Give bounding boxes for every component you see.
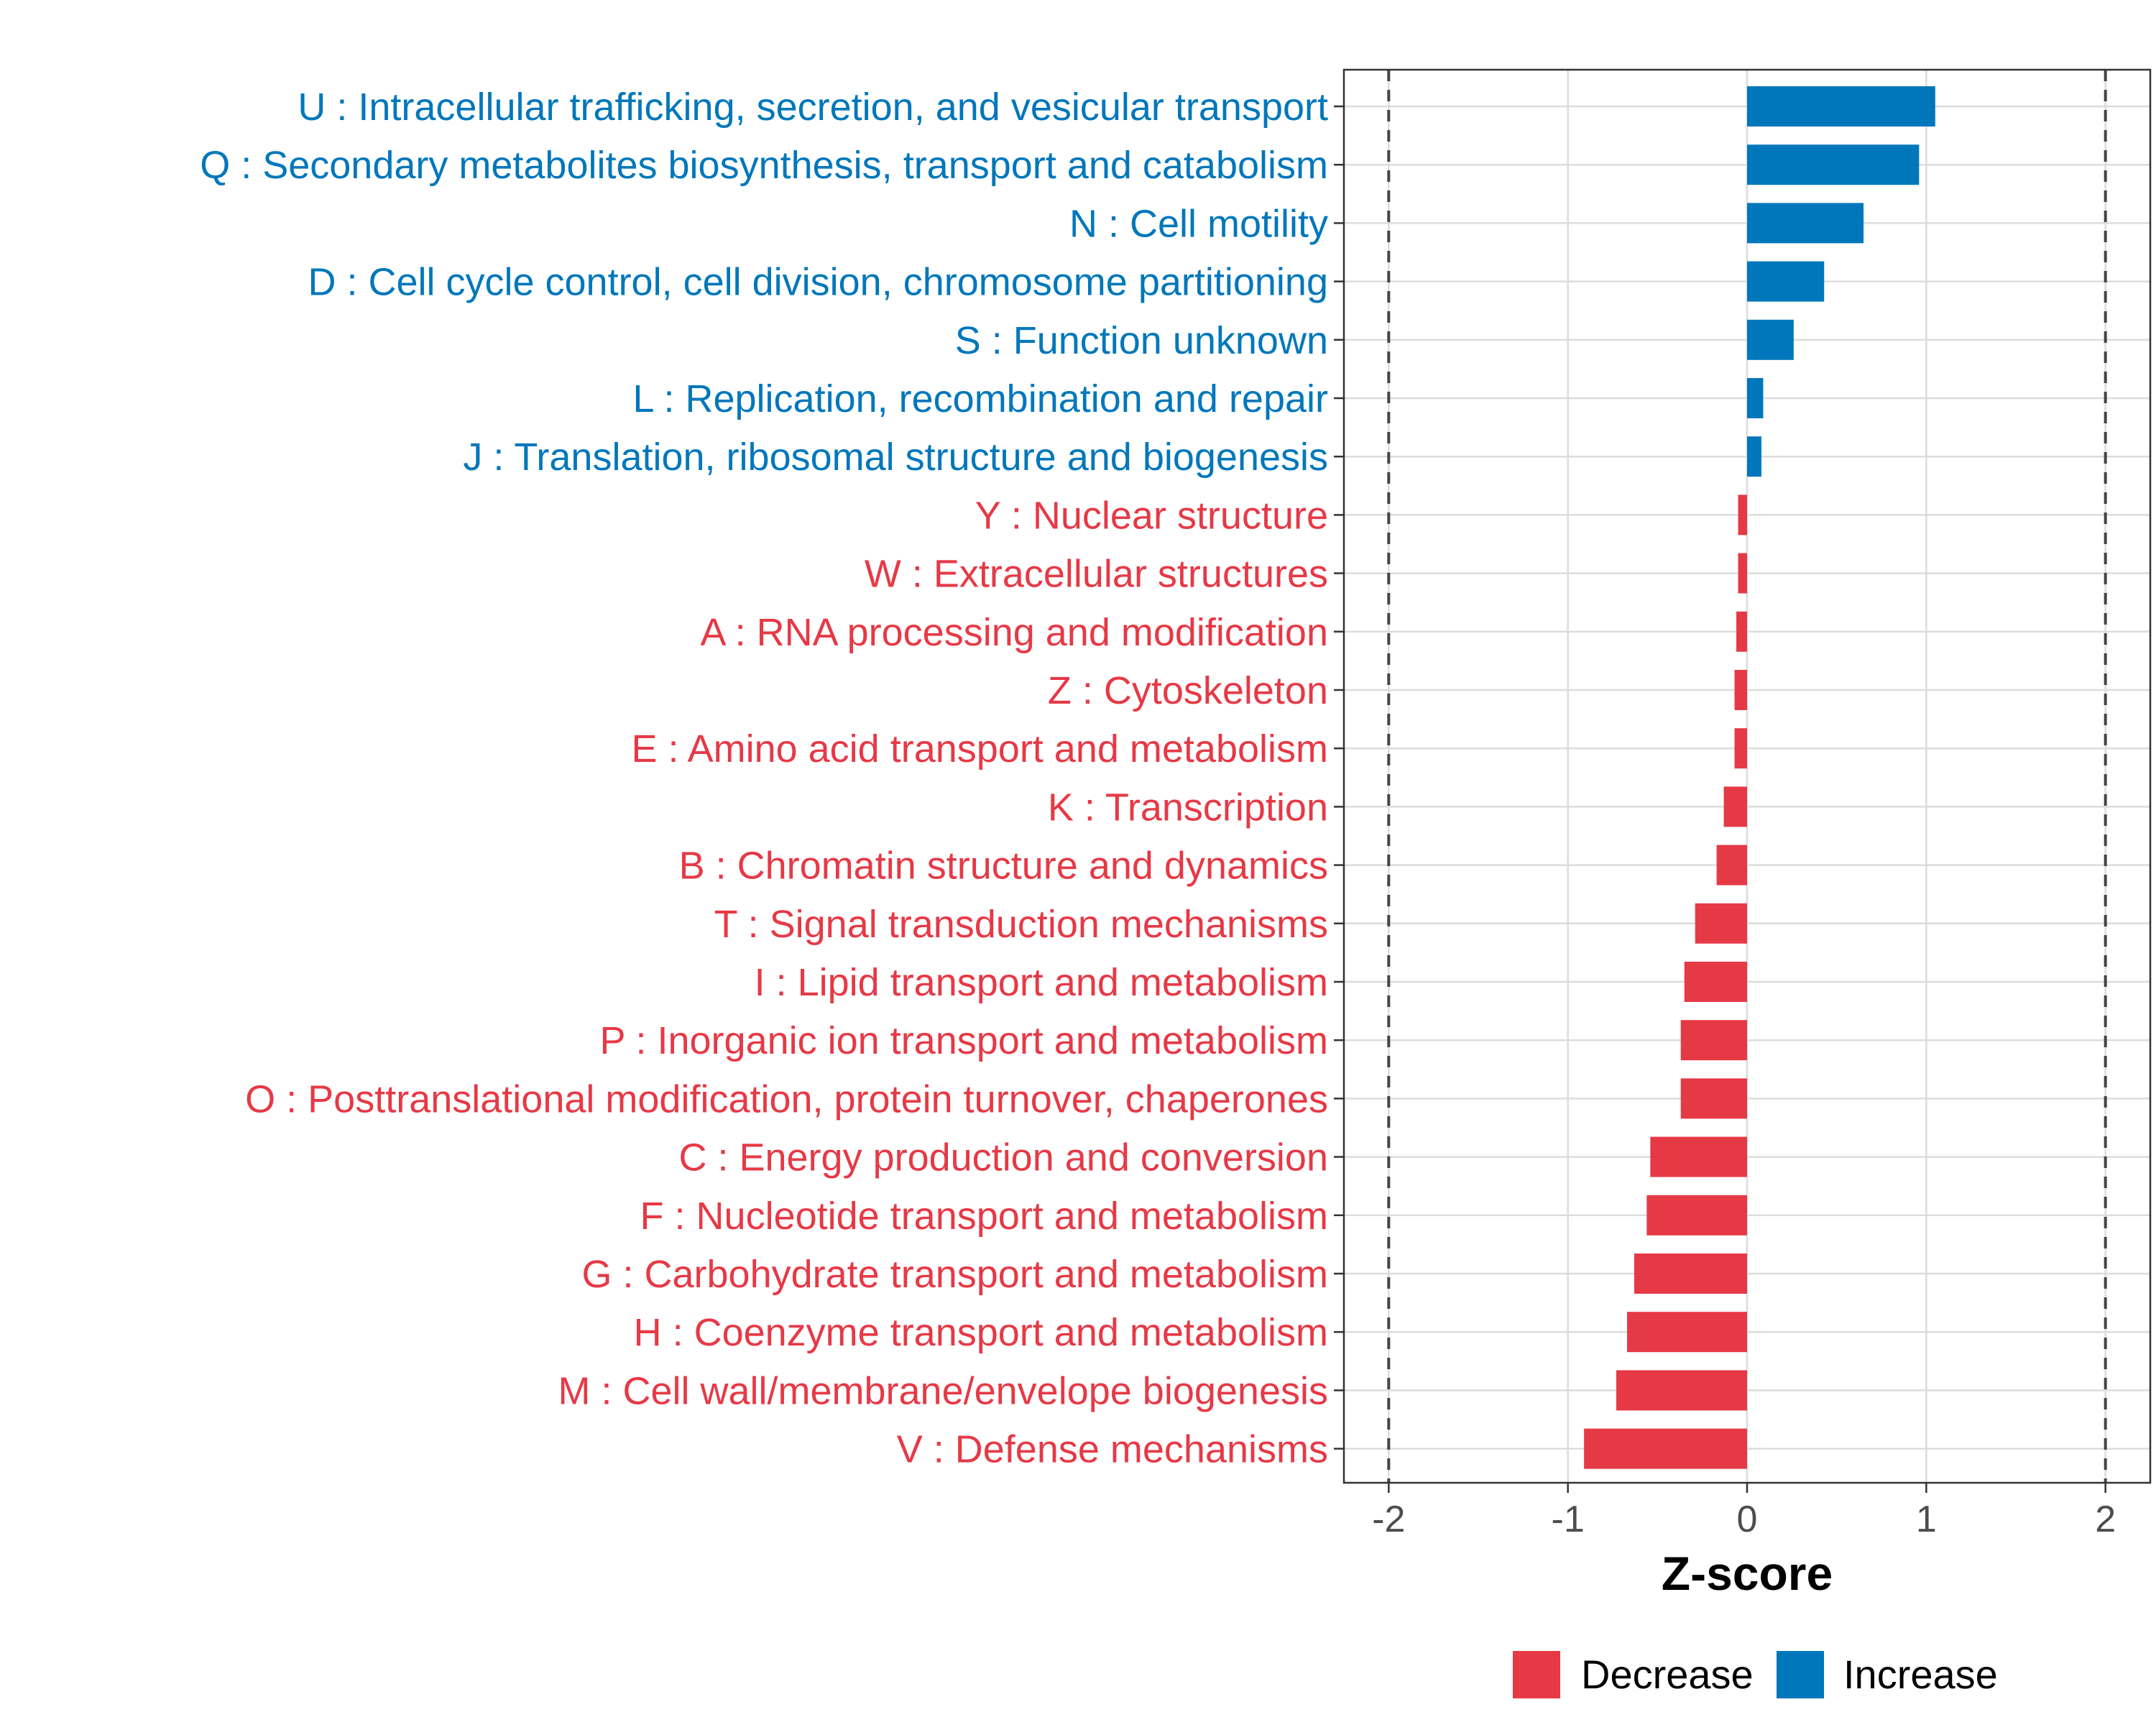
bar bbox=[1680, 1078, 1747, 1119]
bar bbox=[1680, 1020, 1747, 1061]
bar bbox=[1736, 611, 1747, 652]
bar bbox=[1684, 962, 1747, 1002]
x-tick-label: 2 bbox=[2095, 1499, 2116, 1540]
x-tick-label: 1 bbox=[1916, 1499, 1937, 1540]
x-tick-label: -1 bbox=[1552, 1499, 1585, 1540]
bar bbox=[1616, 1370, 1747, 1411]
category-label: H : Coenzyme transport and metabolism bbox=[634, 1311, 1328, 1354]
bar bbox=[1734, 728, 1747, 769]
bar bbox=[1747, 261, 1825, 302]
category-label: D : Cell cycle control, cell division, c… bbox=[308, 261, 1328, 304]
category-label: S : Function unknown bbox=[955, 319, 1328, 362]
legend-swatch bbox=[1777, 1651, 1824, 1698]
bar bbox=[1747, 378, 1764, 418]
category-label: I : Lipid transport and metabolism bbox=[755, 961, 1328, 1004]
category-label: M : Cell wall/membrane/envelope biogenes… bbox=[558, 1369, 1328, 1412]
category-label: V : Defense mechanisms bbox=[897, 1428, 1328, 1471]
legend-swatch bbox=[1513, 1651, 1560, 1698]
category-label: B : Chromatin structure and dynamics bbox=[679, 845, 1328, 888]
category-label: A : RNA processing and modification bbox=[701, 611, 1328, 654]
category-label: Z : Cytoskeleton bbox=[1048, 669, 1328, 712]
category-label: N : Cell motility bbox=[1069, 202, 1328, 245]
x-axis-title: Z-score bbox=[1662, 1547, 1833, 1600]
category-label: C : Energy production and conversion bbox=[678, 1136, 1328, 1179]
x-tick-label: -2 bbox=[1372, 1499, 1405, 1540]
category-label: W : Extracellular structures bbox=[865, 553, 1328, 596]
bar bbox=[1747, 144, 1920, 185]
bar bbox=[1626, 1312, 1747, 1353]
category-label: J : Translation, ribosomal structure and… bbox=[463, 436, 1328, 479]
category-label: F : Nucleotide transport and metabolism bbox=[640, 1195, 1328, 1238]
category-label: K : Transcription bbox=[1048, 786, 1328, 829]
bar bbox=[1634, 1254, 1747, 1294]
legend: Decrease Increase bbox=[1513, 1651, 1998, 1698]
bar bbox=[1584, 1428, 1747, 1469]
category-label: O : Posttranslational modification, prot… bbox=[245, 1077, 1328, 1121]
bar bbox=[1747, 319, 1794, 360]
x-tick-layer: -2 -1 0 1 2 bbox=[1372, 1483, 2116, 1540]
bar bbox=[1734, 670, 1747, 710]
category-label: E : Amino acid transport and metabolism bbox=[632, 727, 1328, 770]
bar bbox=[1747, 436, 1761, 477]
bar bbox=[1723, 786, 1747, 827]
legend-label: Decrease bbox=[1581, 1652, 1754, 1697]
bar bbox=[1738, 553, 1747, 594]
bar bbox=[1646, 1195, 1747, 1236]
category-label: Q : Secondary metabolites biosynthesis, … bbox=[200, 144, 1328, 187]
bar bbox=[1716, 845, 1747, 886]
bar bbox=[1738, 494, 1747, 535]
category-label: P : Inorganic ion transport and metaboli… bbox=[599, 1019, 1328, 1062]
category-label: G : Carbohydrate transport and metabolis… bbox=[582, 1253, 1329, 1296]
reference-line-layer bbox=[1387, 70, 2107, 1483]
category-label: U : Intracellular trafficking, secretion… bbox=[298, 86, 1328, 129]
x-tick-label: 0 bbox=[1737, 1499, 1758, 1540]
bar bbox=[1695, 903, 1747, 944]
bar bbox=[1650, 1136, 1747, 1177]
legend-label: Increase bbox=[1843, 1652, 1998, 1697]
category-label: L : Replication, recombination and repai… bbox=[632, 377, 1328, 420]
bar bbox=[1747, 86, 1935, 126]
category-label: Y : Nuclear structure bbox=[975, 494, 1328, 537]
bar-layer bbox=[1584, 86, 1935, 1469]
bar bbox=[1747, 203, 1864, 244]
category-tick-layer: U : Intracellular trafficking, secretion… bbox=[200, 86, 1344, 1471]
category-label: T : Signal transduction mechanisms bbox=[714, 903, 1328, 946]
